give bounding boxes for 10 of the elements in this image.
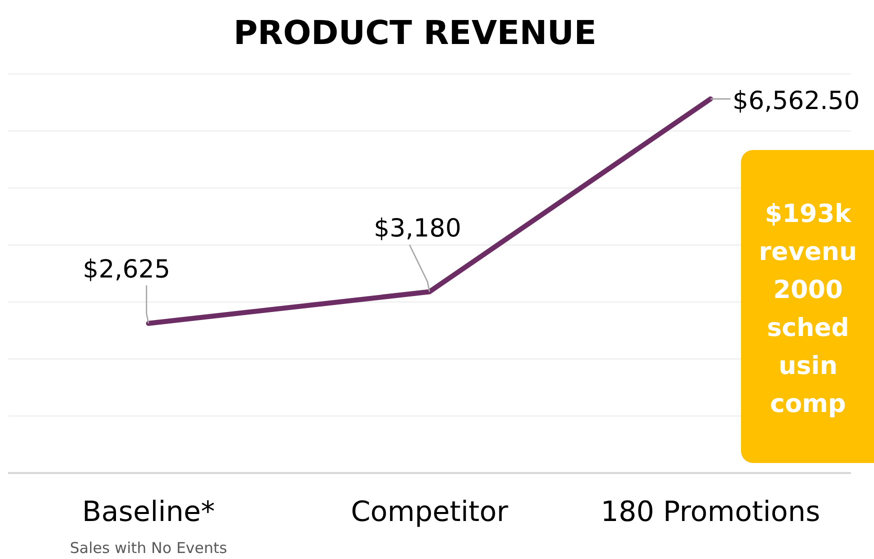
annotation: $193k revenu 2000 sched usin comp [758, 199, 858, 418]
text: Sales with No Events [70, 539, 228, 557]
callout-box: $193k revenu 2000 sched usin comp [741, 150, 874, 463]
data-label: $2,625 [82, 254, 170, 284]
chart-title: PRODUCT REVENUE [233, 13, 597, 52]
x-tick-label: 180 Promotions [600, 494, 820, 528]
x-tick-label: Competitor [350, 494, 509, 528]
x-tick-label: Baseline* [82, 494, 215, 528]
data-label: $3,180 [374, 214, 462, 243]
data-label: $6,562.50 [732, 86, 860, 115]
